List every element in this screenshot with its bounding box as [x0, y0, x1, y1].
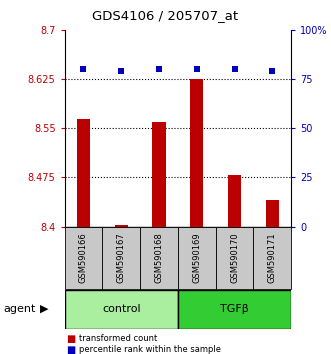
Text: ■: ■: [66, 345, 75, 354]
Point: [81, 67, 86, 72]
Point: [118, 69, 124, 74]
Point: [194, 67, 200, 72]
Text: GSM590171: GSM590171: [268, 232, 277, 283]
Bar: [178, 227, 216, 289]
Point: [156, 67, 162, 72]
Point: [232, 67, 237, 72]
Text: agent: agent: [3, 304, 36, 314]
Bar: [216, 227, 254, 289]
Text: TGFβ: TGFβ: [220, 304, 249, 314]
Bar: [77, 119, 90, 227]
Text: percentile rank within the sample: percentile rank within the sample: [79, 345, 221, 354]
Text: ■: ■: [66, 334, 75, 344]
Bar: [115, 224, 128, 227]
Bar: [65, 290, 178, 329]
Text: GSM590166: GSM590166: [79, 232, 88, 283]
Bar: [228, 176, 241, 227]
Bar: [102, 227, 140, 289]
Text: GSM590167: GSM590167: [117, 232, 126, 283]
Bar: [190, 79, 204, 227]
Bar: [65, 227, 102, 289]
Text: GSM590169: GSM590169: [192, 232, 201, 283]
Text: GDS4106 / 205707_at: GDS4106 / 205707_at: [92, 10, 239, 22]
Bar: [178, 290, 291, 329]
Text: GSM590168: GSM590168: [155, 232, 164, 283]
Bar: [152, 122, 166, 227]
Text: control: control: [102, 304, 141, 314]
Bar: [140, 227, 178, 289]
Bar: [266, 200, 279, 227]
Text: ▶: ▶: [40, 304, 49, 314]
Text: GSM590170: GSM590170: [230, 232, 239, 283]
Text: transformed count: transformed count: [79, 334, 157, 343]
Bar: [254, 227, 291, 289]
Point: [270, 69, 275, 74]
